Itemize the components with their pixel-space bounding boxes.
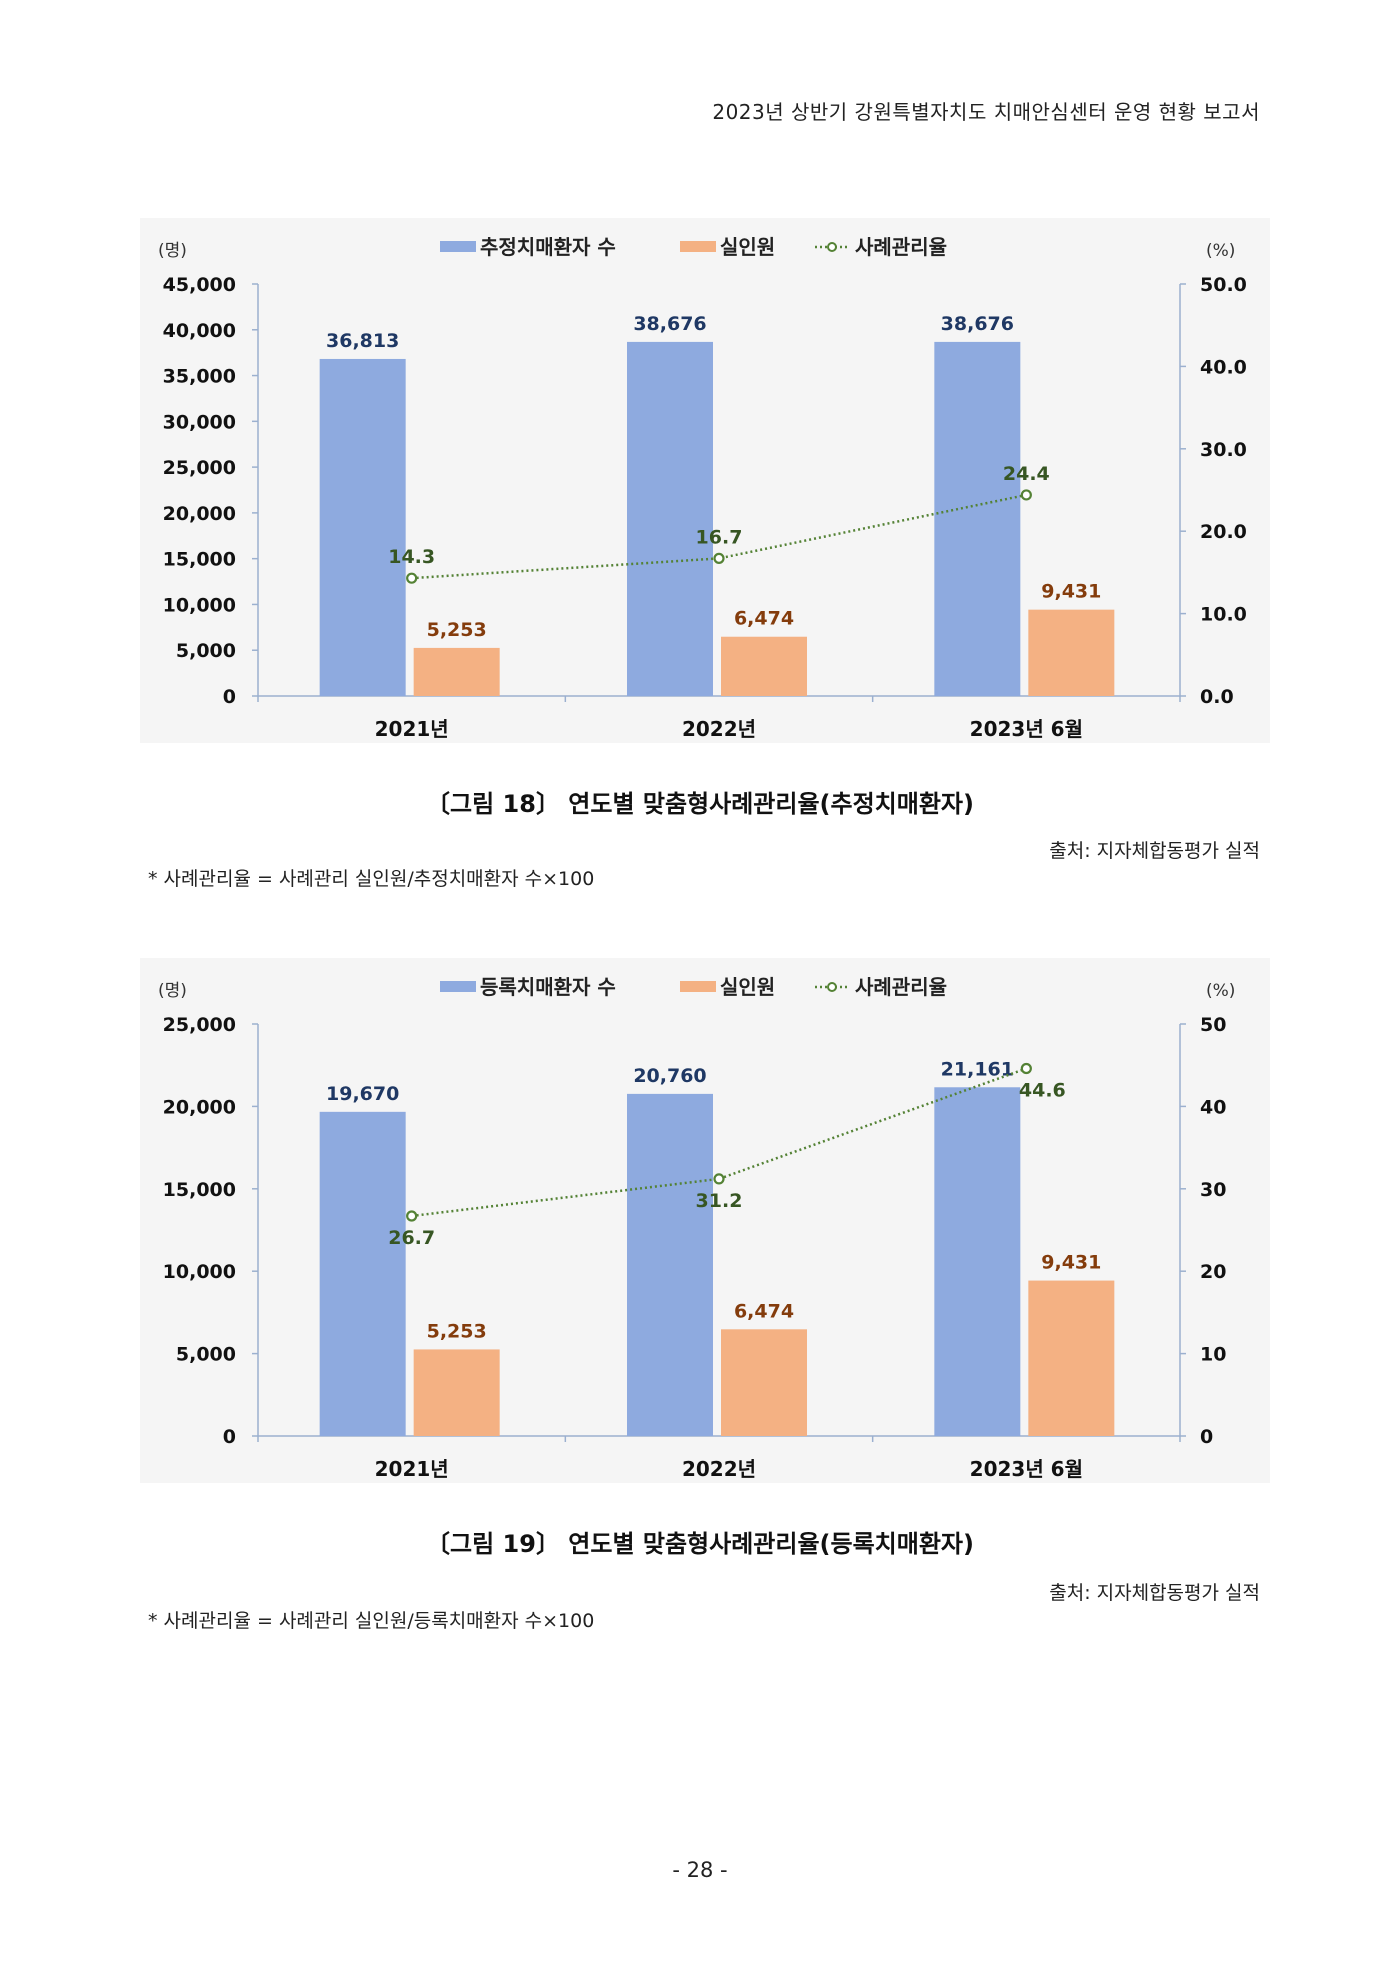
figure-19-caption: 〔그림 19〕 연도별 맞춤형사례관리율(등록치매환자) — [426, 1530, 974, 1558]
chart-2-legend-swatch-1 — [440, 981, 476, 992]
chart-2-bar-label-patients-3: 21,161 — [941, 1058, 1014, 1080]
chart-1-bar-actual-3 — [1028, 609, 1115, 696]
chart-1-rate-label-3: 24.4 — [1003, 463, 1050, 485]
chart-registered-patients: 등록치매환자 수 실인원 사례관리율 (명) (%) 0 5,000 10,000 15,000… — [140, 958, 1270, 1483]
chart-1-right-tick-label: 50.0 — [1200, 274, 1247, 296]
chart-2-rate-label-1: 26.7 — [388, 1227, 435, 1249]
chart-1-rate-point-2 — [713, 552, 725, 564]
page-header: 2023년 상반기 강원특별자치도 치매안심센터 운영 현황 보고서 — [712, 100, 1260, 124]
chart-1-left-tick-label: 45,000 — [163, 274, 236, 296]
chart-2-left-tick-label: 25,000 — [163, 1014, 236, 1036]
chart-1-legend-swatch-2 — [680, 241, 716, 252]
figure-19-note: * 사례관리율 = 사례관리 실인원/등록치매환자 수×100 — [148, 1610, 595, 1632]
chart-1-left-tick-label: 40,000 — [163, 320, 236, 342]
chart-1-bar-label-actual-3: 9,431 — [1041, 581, 1101, 603]
chart-2-right-axis-unit: (%) — [1206, 981, 1235, 1001]
chart-2-rate-point-2 — [713, 1173, 725, 1185]
chart-2-legend-label-2: 실인원 — [720, 975, 775, 999]
chart-1-bar-actual-1 — [413, 647, 500, 696]
chart-1-rate-label-2: 16.7 — [696, 526, 743, 548]
page-number: - 28 - — [672, 1858, 728, 1882]
chart-2-right-tick-label: 40 — [1200, 1096, 1226, 1118]
chart-2-legend-label-3: 사례관리율 — [855, 975, 947, 999]
chart-2-bar-label-actual-3: 9,431 — [1041, 1252, 1101, 1274]
chart-2-bar-actual-1 — [413, 1349, 500, 1436]
chart-1-bar-actual-2 — [721, 636, 807, 696]
chart-1-svg: 추정치매환자 수 실인원 사례관리율 (명) (%) 0 5,000 10,000 15,000… — [140, 218, 1270, 743]
chart-2-bar-label-patients-2: 20,760 — [633, 1065, 706, 1087]
chart-2-right-tick-label: 30 — [1200, 1179, 1226, 1201]
figure-18-caption: 〔그림 18〕 연도별 맞춤형사례관리율(추정치매환자) — [426, 790, 974, 818]
chart-2-legend-marker — [827, 982, 837, 992]
chart-1-left-tick-label: 30,000 — [163, 411, 236, 433]
chart-1-left-tick-label: 0 — [223, 686, 236, 708]
chart-1-right-tick-label: 30.0 — [1200, 439, 1247, 461]
chart-2-left-tick-label: 10,000 — [163, 1261, 236, 1283]
chart-1-legend-label-1: 추정치매환자 수 — [480, 235, 616, 259]
chart-1-left-tick-label: 5,000 — [176, 640, 236, 662]
chart-1-right-axis-unit: (%) — [1206, 241, 1235, 261]
chart-1-legend-swatch-1 — [440, 241, 476, 252]
chart-1-right-tick-label: 10.0 — [1200, 604, 1247, 626]
chart-2-left-tick-label: 0 — [223, 1426, 236, 1448]
chart-2-right-tick-label: 20 — [1200, 1261, 1226, 1283]
chart-1-legend-label-2: 실인원 — [720, 235, 775, 259]
chart-2-left-tick-label: 20,000 — [163, 1096, 236, 1118]
chart-2-left-tick-label: 15,000 — [163, 1179, 236, 1201]
chart-2-rate-point-1 — [406, 1210, 418, 1222]
chart-2-category-label-1: 2021년 — [375, 1457, 449, 1481]
chart-2-svg: 등록치매환자 수 실인원 사례관리율 (명) (%) 0 5,000 10,000 15,000… — [140, 958, 1270, 1483]
chart-1-bar-patients-2 — [627, 341, 713, 696]
chart-2-bar-patients-3 — [934, 1087, 1021, 1436]
chart-1-left-tick-label: 10,000 — [163, 594, 236, 616]
chart-2-category-label-3: 2023년 6월 — [970, 1457, 1083, 1481]
chart-1-legend-marker — [827, 242, 837, 252]
chart-2-legend-swatch-2 — [680, 981, 716, 992]
chart-2-bar-label-patients-1: 19,670 — [326, 1083, 399, 1105]
chart-1-bar-label-actual-1: 5,253 — [427, 619, 487, 641]
chart-2-bar-patients-1 — [319, 1111, 406, 1436]
chart-1-bar-label-patients-2: 38,676 — [633, 313, 706, 335]
chart-2-bar-label-actual-2: 6,474 — [734, 1300, 794, 1322]
chart-1-category-label-3: 2023년 6월 — [970, 717, 1083, 741]
chart-1-bar-label-patients-3: 38,676 — [941, 313, 1014, 335]
chart-1-category-label-2: 2022년 — [682, 717, 756, 741]
chart-2-left-axis-unit: (명) — [158, 981, 187, 1001]
chart-2-bar-label-actual-1: 5,253 — [427, 1320, 487, 1342]
chart-2-rate-label-2: 31.2 — [696, 1190, 743, 1212]
chart-2-category-label-2: 2022년 — [682, 1457, 756, 1481]
chart-1-rate-label-1: 14.3 — [388, 546, 435, 568]
chart-1-left-tick-label: 20,000 — [163, 503, 236, 525]
figure-18-source: 출처: 지자체합동평가 실적 — [1049, 840, 1260, 862]
chart-1-rate-point-3 — [1020, 489, 1032, 501]
chart-1-category-label-1: 2021년 — [375, 717, 449, 741]
chart-1-left-axis-unit: (명) — [158, 241, 187, 261]
chart-1-right-tick-label: 20.0 — [1200, 521, 1247, 543]
chart-2-right-tick-label: 0 — [1200, 1426, 1213, 1448]
chart-2-bar-actual-3 — [1028, 1280, 1115, 1436]
chart-2-right-tick-label: 10 — [1200, 1344, 1226, 1366]
figure-18-note: * 사례관리율 = 사례관리 실인원/추정치매환자 수×100 — [148, 868, 595, 890]
chart-2-left-tick-label: 5,000 — [176, 1344, 236, 1366]
chart-1-bar-patients-3 — [934, 341, 1021, 696]
chart-2-right-tick-label: 50 — [1200, 1014, 1226, 1036]
chart-1-bar-label-actual-2: 6,474 — [734, 608, 794, 630]
chart-1-left-tick-label: 25,000 — [163, 457, 236, 479]
chart-1-bar-patients-1 — [319, 358, 406, 696]
chart-1-bar-label-patients-1: 36,813 — [326, 330, 399, 352]
chart-2-rate-label-3: 44.6 — [1019, 1079, 1066, 1101]
chart-2-bar-actual-2 — [721, 1329, 807, 1436]
chart-2-bar-patients-2 — [627, 1093, 713, 1436]
figure-19-source: 출처: 지자체합동평가 실적 — [1049, 1582, 1260, 1604]
chart-1-right-tick-label: 40.0 — [1200, 356, 1247, 378]
chart-estimated-patients: 추정치매환자 수 실인원 사례관리율 (명) (%) 0 5,000 10,000 15,000… — [140, 218, 1270, 743]
chart-1-legend-label-3: 사례관리율 — [855, 235, 947, 259]
chart-2-legend-label-1: 등록치매환자 수 — [480, 975, 616, 999]
chart-1-right-tick-label: 0.0 — [1200, 686, 1234, 708]
chart-1-rate-point-1 — [406, 572, 418, 584]
chart-2-rate-point-3 — [1020, 1062, 1032, 1075]
chart-1-left-tick-label: 35,000 — [163, 366, 236, 388]
chart-1-left-tick-label: 15,000 — [163, 549, 236, 571]
